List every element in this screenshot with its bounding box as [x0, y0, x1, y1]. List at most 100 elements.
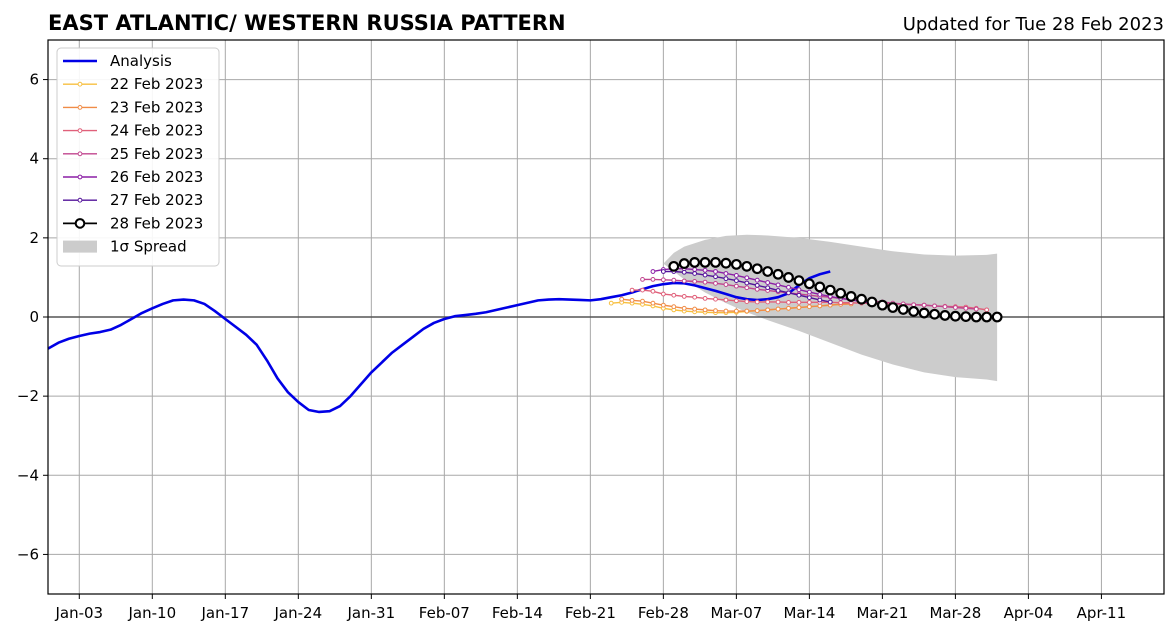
forecast-point-3-9 [733, 283, 739, 289]
forecast-point-2-0 [629, 287, 635, 293]
forecast-point-5-4 [702, 272, 708, 278]
current-forecast-point-18 [856, 293, 867, 305]
legend-marker-1 [77, 81, 83, 87]
forecast-point-3-29 [942, 304, 948, 310]
x-tick-label-0: Jan-03 [54, 604, 103, 622]
current-forecast-point-7 [741, 260, 753, 272]
y-axis: −6 −4 −2 0 2 4 6 [17, 71, 48, 563]
forecast-point-3-11 [754, 286, 760, 292]
forecast-point-2-17 [806, 299, 812, 305]
x-tick-label-7: Feb-21 [565, 604, 616, 622]
current-forecast-point-17 [845, 291, 857, 302]
forecast-point-5-8 [744, 280, 750, 286]
forecast-point-4-0 [650, 269, 656, 274]
forecast-point-3-6 [702, 279, 708, 285]
x-tick-label-12: Mar-28 [929, 604, 981, 622]
legend-label-1: 22 Feb 2023 [110, 75, 203, 93]
x-tick-label-1: Jan-10 [127, 604, 176, 622]
forecast-point-1-7 [692, 306, 698, 312]
forecast-point-1-14 [765, 307, 771, 313]
x-tick-label-14: Apr-11 [1077, 604, 1127, 622]
forecast-point-1-16 [786, 305, 791, 311]
forecast-point-1-10 [723, 308, 729, 314]
forecast-point-5-10 [765, 285, 771, 291]
x-axis: Jan-03 Jan-10 Jan-17 Jan-24 Jan-31 Feb-07 Feb-… [54, 594, 1126, 622]
legend-marker-2 [77, 105, 83, 110]
forecast-point-2-6 [692, 294, 698, 300]
forecast-point-3-32 [973, 306, 979, 312]
current-forecast-layer [668, 256, 1003, 323]
forecast-point-4-15 [806, 289, 812, 295]
forecast-point-4-16 [817, 292, 823, 297]
forecast-point-3-5 [692, 278, 698, 284]
current-forecast-point-28 [960, 311, 972, 323]
legend-label-8: 1σ Spread [110, 238, 187, 256]
x-tick-label-3: Jan-24 [274, 604, 323, 622]
forecast-point-1-0 [619, 296, 625, 302]
forecast-point-1-2 [640, 298, 645, 304]
x-tick-label-9: Mar-07 [710, 604, 762, 622]
x-tick-label-5: Feb-07 [419, 604, 470, 622]
forecast-point-5-11 [775, 288, 781, 293]
current-forecast-point-31 [991, 311, 1003, 323]
forecast-point-1-11 [733, 308, 739, 314]
forecast-point-1-15 [775, 306, 781, 312]
forecast-point-4-4 [692, 267, 698, 272]
forecast-point-2-4 [671, 292, 677, 298]
legend-entry-4: 25 Feb 2023 [63, 145, 203, 163]
legend-entry-6: 27 Feb 2023 [63, 191, 203, 209]
current-forecast-point-1 [678, 258, 690, 269]
forecast-point-4-10 [754, 277, 760, 283]
current-forecast-point-0 [668, 260, 680, 272]
current-forecast-point-19 [866, 296, 878, 308]
forecast-point-2-7 [702, 296, 708, 301]
current-forecast-point-12 [793, 275, 805, 286]
current-forecast-point-25 [929, 308, 940, 320]
forecast-point-4-5 [702, 267, 708, 273]
forecast-point-1-9 [713, 308, 718, 314]
current-forecast-point-9 [762, 266, 774, 277]
x-tick-label-6: Feb-14 [492, 604, 543, 622]
legend-label-7: 28 Feb 2023 [110, 214, 203, 232]
forecast-point-2-12 [754, 299, 760, 305]
forecast-point-5-14 [806, 295, 812, 301]
forecast-point-1-12 [744, 308, 750, 314]
legend: Analysis 22 Feb 2023 23 Feb 2023 24 Feb 202… [56, 47, 220, 267]
legend-swatch-8 [63, 240, 97, 253]
forecast-point-5-9 [754, 282, 760, 288]
current-forecast-point-13 [803, 278, 815, 290]
forecast-point-1-1 [629, 297, 635, 303]
current-forecast-point-2 [689, 256, 701, 268]
analysis-layer [47, 270, 831, 414]
x-tick-label-2: Jan-17 [200, 604, 249, 622]
forecast-point-2-15 [786, 299, 791, 305]
forecast-point-4-8 [733, 273, 739, 278]
current-forecast-point-20 [876, 299, 888, 311]
current-forecast-point-8 [751, 263, 763, 275]
legend-entry-8: 1σ Spread [63, 238, 187, 256]
legend-label-4: 25 Feb 2023 [110, 145, 203, 163]
current-forecast-point-27 [950, 310, 961, 322]
y-tick-label-4: 2 [29, 229, 39, 247]
forecast-point-3-7 [713, 280, 718, 286]
forecast-point-3-3 [671, 277, 677, 283]
forecast-point-2-14 [775, 299, 781, 305]
current-forecast-point-15 [824, 284, 836, 296]
forecast-point-2-34 [984, 307, 990, 313]
forecast-point-2-9 [723, 297, 729, 303]
current-forecast-point-11 [783, 272, 794, 283]
legend-entry-1: 22 Feb 2023 [63, 75, 203, 93]
forecast-point-3-1 [650, 277, 656, 282]
forecast-point-2-2 [650, 288, 656, 294]
current-forecast-point-29 [970, 311, 982, 323]
current-forecast-point-14 [814, 281, 826, 293]
forecast-point-2-5 [681, 294, 687, 299]
forecast-point-3-31 [963, 305, 969, 311]
legend-entry-7: 28 Feb 2023 [63, 214, 203, 232]
legend-label-0: Analysis [110, 52, 172, 70]
forecast-point-2-10 [733, 298, 739, 304]
legend-label-6: 27 Feb 2023 [110, 191, 203, 209]
forecast-point-5-7 [733, 278, 739, 283]
forecast-point-4-6 [713, 269, 718, 274]
